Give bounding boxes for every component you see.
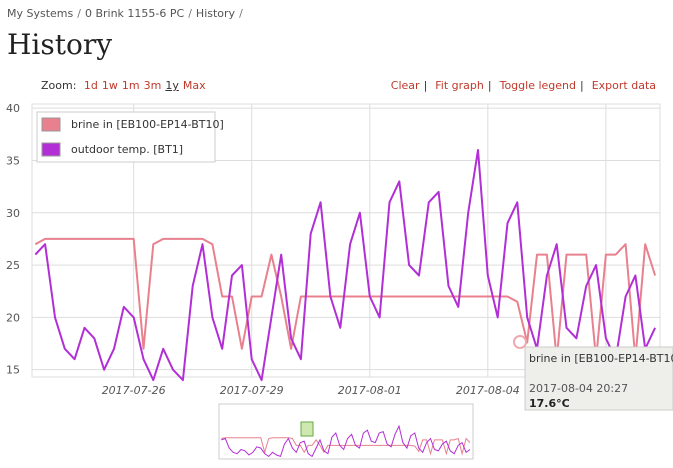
y-tick-label: 25 — [6, 259, 20, 272]
y-tick-label: 15 — [6, 364, 20, 377]
navigator-window[interactable] — [300, 421, 314, 437]
action-link[interactable]: Toggle legend — [499, 79, 576, 92]
zoom-option[interactable]: 1d — [83, 79, 98, 92]
zoom-option[interactable]: Max — [182, 79, 206, 92]
breadcrumb: My Systems/0 Brink 1155-6 PC / History / — [7, 7, 243, 20]
zoom-option[interactable]: 1m — [121, 79, 140, 92]
tooltip-value: 17.6°C — [529, 397, 570, 410]
navigator-line — [221, 424, 471, 458]
zoom-option[interactable]: 1w — [101, 79, 118, 92]
tooltip-box — [524, 346, 673, 411]
x-tick-label: 2017-08-01 — [338, 384, 402, 397]
y-tick-label: 35 — [6, 154, 20, 167]
hover-point — [513, 335, 527, 349]
legend-swatch — [41, 117, 61, 132]
x-tick-label: 2017-07-29 — [220, 384, 284, 397]
crumb-link[interactable]: 0 Brink 1155-6 PC — [84, 7, 185, 20]
tooltip-time: 2017-08-04 20:27 — [529, 382, 628, 395]
action-link[interactable]: Export data — [591, 79, 656, 92]
legend-label: outdoor temp. [BT1] — [71, 143, 183, 156]
action-link[interactable]: Clear — [390, 79, 420, 92]
series-line — [34, 237, 657, 361]
navigator[interactable] — [218, 403, 474, 460]
tooltip-series: brine in [EB100-EP14-BT10] — [529, 352, 673, 365]
plot-frame — [31, 103, 661, 378]
zoom-option[interactable]: 3m — [143, 79, 162, 92]
x-tick-label: 2017-08-04 — [456, 384, 520, 397]
crumb-link[interactable]: My Systems — [7, 7, 74, 20]
zoom-bar: Zoom: 1d 1w 1m 3m 1y Max — [41, 79, 206, 92]
zoom-label: Zoom: — [41, 79, 77, 92]
y-tick-label: 40 — [6, 102, 20, 115]
legend-box — [36, 111, 216, 163]
legend-label: brine in [EB100-EP14-BT10] — [71, 118, 224, 131]
series-line — [34, 149, 657, 382]
y-tick-label: 20 — [6, 311, 20, 324]
actions: Clear | Fit graph | Toggle legend | Export dat… — [390, 79, 656, 92]
page-title: History — [7, 28, 113, 61]
crumb-link[interactable]: History — [195, 7, 236, 20]
y-tick-label: 30 — [6, 207, 20, 220]
action-link[interactable]: Fit graph — [435, 79, 484, 92]
zoom-option[interactable]: 1y — [165, 79, 179, 92]
legend-swatch — [41, 142, 61, 157]
x-tick-label: 2017-07-26 — [102, 384, 166, 397]
